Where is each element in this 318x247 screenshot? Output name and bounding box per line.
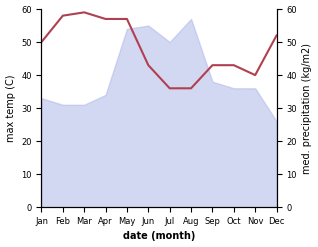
X-axis label: date (month): date (month) [123,231,195,242]
Y-axis label: max temp (C): max temp (C) [5,74,16,142]
Y-axis label: med. precipitation (kg/m2): med. precipitation (kg/m2) [302,43,313,174]
